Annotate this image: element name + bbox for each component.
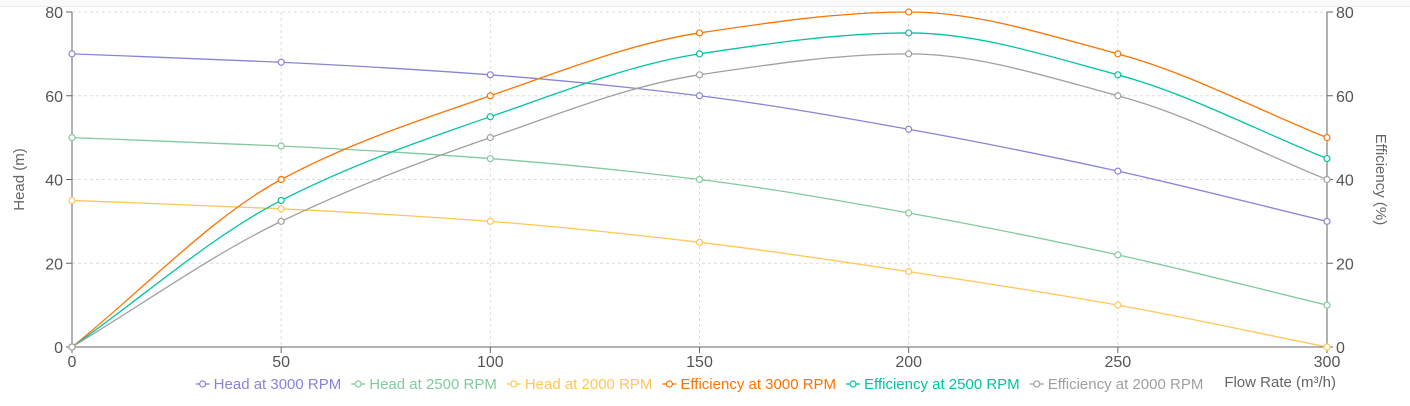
data-point-4-2 (486, 113, 494, 121)
data-point-3-4 (905, 8, 913, 16)
data-point-4-6 (1323, 154, 1331, 163)
legend-swatch-dot (510, 380, 518, 388)
legend-label: Head at 2000 RPM (525, 376, 653, 393)
y-right-tick-label: 60 (1336, 89, 1354, 106)
legend-swatch-dot (1033, 380, 1041, 388)
data-point-2-3 (695, 238, 704, 246)
data-point-5-6 (1323, 175, 1331, 184)
legend-swatch-dot (665, 380, 674, 388)
data-point-2-5 (1114, 301, 1122, 309)
legend-item-3: Efficiency at 3000 RPM (662, 376, 836, 393)
legend-swatch-dot (199, 380, 207, 388)
data-point-0-5 (1114, 167, 1122, 175)
x-axis-title: Flow Rate (m³/h) (1224, 374, 1336, 391)
y-right-tick-label: 20 (1336, 256, 1354, 273)
legend-item-5: Efficiency at 2000 RPM (1029, 376, 1204, 393)
data-point-3-1 (277, 175, 285, 184)
data-point-1-5 (1114, 251, 1122, 259)
legend-swatch-dot (849, 380, 857, 388)
data-point-0-0 (68, 50, 76, 58)
data-point-3-2 (486, 92, 494, 100)
data-point-0-1 (277, 58, 285, 66)
data-point-5-3 (695, 71, 704, 79)
data-point-5-1 (277, 217, 285, 225)
legend-item-0: Head at 3000 RPM (195, 376, 342, 393)
x-tick-label: 150 (686, 354, 713, 371)
data-point-3-6 (1323, 134, 1331, 142)
data-point-1-3 (695, 175, 704, 184)
data-point-3-3 (695, 29, 704, 37)
data-point-2-4 (905, 268, 913, 276)
data-point-5-0 (68, 343, 76, 351)
data-point-4-1 (277, 196, 285, 205)
series-lines (68, 8, 1331, 351)
data-point-2-6 (1323, 343, 1331, 351)
legend-swatch-dot (354, 380, 362, 388)
legend-label: Head at 3000 RPM (214, 376, 342, 393)
data-point-5-2 (486, 134, 494, 142)
y-axis-right-title: Efficiency (%) (1372, 134, 1389, 225)
data-point-1-1 (277, 142, 285, 150)
data-point-1-2 (486, 154, 494, 163)
y-right-tick-label: 40 (1336, 173, 1354, 190)
x-tick-label: 50 (272, 354, 290, 371)
legend-item-2: Head at 2000 RPM (506, 376, 653, 393)
x-tick-label: 250 (1104, 354, 1131, 371)
legend-label: Head at 2500 RPM (369, 376, 497, 393)
data-point-2-2 (486, 217, 494, 225)
x-tick-label: 300 (1314, 354, 1341, 371)
data-point-2-0 (68, 196, 76, 205)
x-tick-label: 0 (68, 354, 77, 371)
data-point-4-4 (905, 29, 913, 37)
data-point-1-4 (905, 209, 913, 217)
data-point-2-1 (277, 205, 285, 213)
x-tick-label: 100 (477, 354, 504, 371)
y-right-tick-label: 0 (1336, 340, 1345, 357)
data-point-1-6 (1323, 301, 1331, 309)
legend-label: Efficiency at 2000 RPM (1048, 376, 1204, 393)
data-point-5-4 (905, 50, 913, 58)
window-top-edge (0, 0, 1410, 7)
legend-label: Efficiency at 3000 RPM (680, 376, 836, 393)
y-left-tick-label: 20 (45, 256, 63, 273)
data-point-0-6 (1323, 217, 1331, 225)
y-left-tick-label: 40 (45, 173, 63, 190)
y-right-tick-label: 80 (1336, 5, 1354, 22)
data-point-1-0 (68, 134, 76, 142)
data-point-0-2 (486, 71, 494, 79)
legend-item-4: Efficiency at 2500 RPM (846, 376, 1020, 393)
data-point-4-3 (695, 50, 704, 58)
y-left-tick-label: 60 (45, 89, 63, 106)
data-point-3-5 (1114, 50, 1122, 58)
data-point-5-5 (1114, 92, 1122, 100)
y-left-tick-label: 80 (45, 5, 63, 22)
legend: Head at 3000 RPM Head at 2500 RPM Head at … (195, 376, 1204, 393)
x-tick-label: 200 (895, 354, 922, 371)
axes: 0 50 100 150 200 250 300020406080020406080Head… (11, 5, 1389, 391)
legend-item-1: Head at 2500 RPM (351, 376, 497, 393)
data-point-0-3 (695, 92, 704, 100)
data-point-4-5 (1114, 71, 1122, 79)
y-left-tick-label: 0 (54, 340, 63, 357)
y-axis-left-title: Head (m) (11, 148, 28, 211)
legend-label: Efficiency at 2500 RPM (864, 376, 1020, 393)
data-point-0-4 (905, 125, 913, 133)
